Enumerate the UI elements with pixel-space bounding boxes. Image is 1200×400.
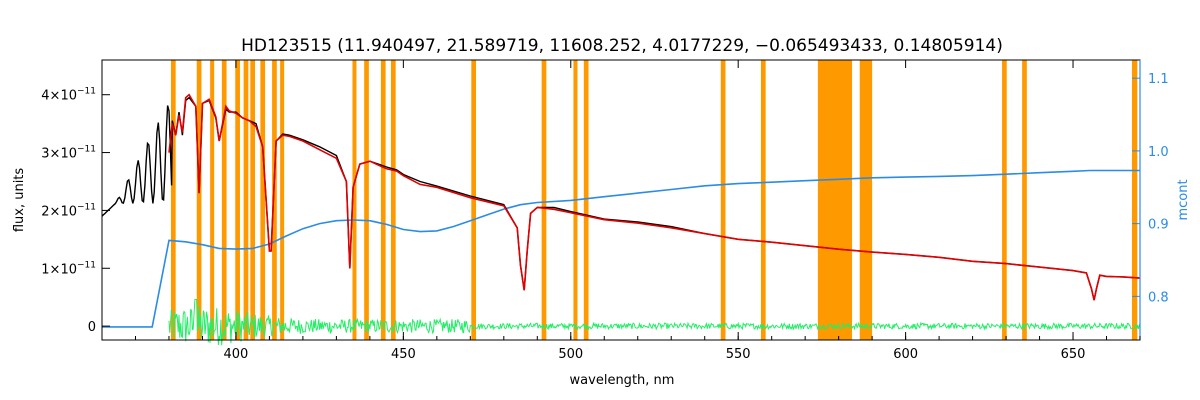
y-tick-label-3: 3×10−11	[41, 145, 96, 162]
y-right-tick-label-3: 1.1	[1148, 72, 1169, 87]
mask-band-5	[243, 60, 249, 340]
plot-frame	[101, 59, 1141, 341]
y-right-tick-label-2: 1.0	[1148, 145, 1169, 160]
x-tick-label-3: 550	[726, 347, 751, 362]
observed-line	[101, 96, 1141, 301]
mask-bands	[170, 60, 1138, 340]
mask-band-9	[280, 60, 285, 340]
mask-band-3	[221, 60, 227, 340]
mask-band-21	[859, 60, 873, 340]
mask-band-18	[720, 60, 726, 340]
axis-ticks: 400 450 500 550 600 650 0 1×10−11 2×10−11 3×10−11…	[41, 60, 1169, 362]
mask-band-17	[583, 60, 589, 340]
x-tick-label-0: 400	[224, 347, 249, 362]
model-line	[168, 93, 1141, 301]
mask-band-23	[1022, 60, 1027, 340]
x-axis-label: wavelength, nm	[570, 373, 675, 388]
mask-band-20	[817, 60, 853, 340]
mask-band-22	[1002, 60, 1007, 340]
mask-band-8	[272, 60, 277, 340]
mask-band-4	[235, 60, 240, 340]
mask-band-13	[390, 60, 396, 340]
series-layer	[101, 93, 1141, 346]
x-tick-label-4: 600	[893, 347, 918, 362]
x-tick-label-1: 450	[391, 347, 416, 362]
mcont-line	[102, 169, 1140, 328]
chart-title: HD123515 (11.940497, 21.589719, 11608.25…	[241, 36, 1003, 56]
mask-band-0	[170, 60, 176, 340]
mask-band-2	[210, 60, 215, 340]
y-tick-label-1: 1×10−11	[41, 260, 96, 277]
axes-frame	[101, 59, 1141, 341]
residual-line	[168, 299, 1141, 346]
mask-band-15	[541, 60, 547, 340]
y-axis-right-label: mcont	[1176, 179, 1191, 220]
mask-band-7	[260, 60, 266, 340]
y-axis-label: flux, units	[12, 168, 27, 233]
x-tick-label-5: 650	[1061, 347, 1086, 362]
mask-band-19	[760, 60, 766, 340]
mask-band-1	[196, 60, 202, 340]
y-right-tick-label-1: 0.9	[1148, 218, 1169, 233]
x-tick-label-2: 500	[558, 347, 583, 362]
mask-band-10	[352, 60, 357, 340]
mask-band-11	[364, 60, 369, 340]
y-tick-label-2: 2×10−11	[41, 202, 96, 219]
y-tick-label-4: 4×10−11	[41, 87, 96, 104]
y-right-tick-label-0: 0.8	[1148, 290, 1169, 305]
mask-band-14	[471, 60, 477, 340]
y-tick-label-0: 0	[88, 320, 96, 335]
mask-band-6	[250, 60, 256, 340]
mask-band-12	[380, 60, 386, 340]
mask-band-24	[1131, 60, 1138, 340]
